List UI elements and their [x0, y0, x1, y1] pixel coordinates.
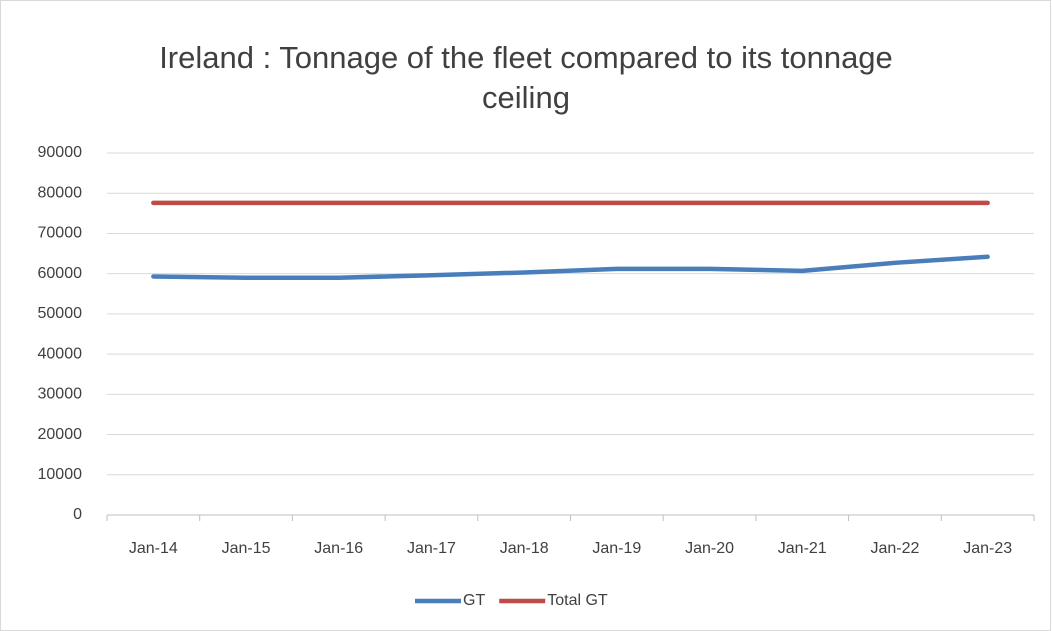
x-tick-label: Jan-18 [500, 540, 549, 557]
chart-title: Ireland : Tonnage of the fleet compared … [159, 40, 893, 115]
y-tick-label: 20000 [38, 426, 83, 443]
y-tick-label: 90000 [38, 144, 83, 161]
series-line [151, 254, 990, 280]
legend-label: GT [463, 592, 485, 609]
x-tick-label: Jan-20 [685, 540, 734, 557]
y-tick-label: 30000 [38, 386, 83, 403]
x-tick-label: Jan-17 [407, 540, 456, 557]
x-tick-label: Jan-14 [129, 540, 178, 557]
y-tick-label: 50000 [38, 305, 83, 322]
y-tick-label: 10000 [38, 466, 83, 483]
y-tick-label: 40000 [38, 345, 83, 362]
y-tick-label: 80000 [38, 184, 83, 201]
legend-label: Total GT [547, 592, 608, 609]
y-tick-label: 0 [73, 506, 82, 523]
y-tick-label: 70000 [38, 225, 83, 242]
x-tick-label: Jan-22 [870, 540, 919, 557]
x-tick-label: Jan-16 [314, 540, 363, 557]
x-tick-label: Jan-21 [778, 540, 827, 557]
y-tick-label: 60000 [38, 265, 83, 282]
x-tick-label: Jan-23 [963, 540, 1012, 557]
x-tick-label: Jan-19 [592, 540, 641, 557]
x-tick-label: Jan-15 [222, 540, 271, 557]
